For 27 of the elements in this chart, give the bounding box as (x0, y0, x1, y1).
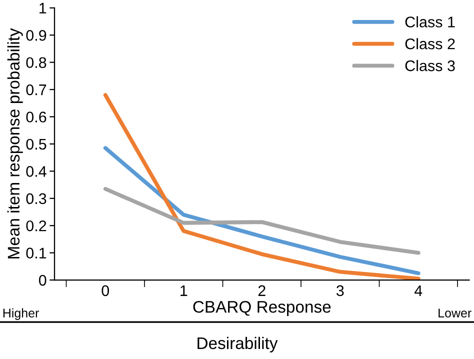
y-axis-title: Mean item response probability (7, 28, 23, 258)
y-tick-label: 0.5 (26, 138, 46, 150)
y-tick-label: 0.6 (26, 112, 46, 122)
y-tick-label: 0.4 (26, 166, 46, 177)
x-axis-title: CBARQ Response (193, 300, 331, 316)
y-tick-label: 0.8 (26, 57, 46, 68)
text: Lower (438, 308, 472, 318)
line-series (103, 93, 420, 280)
legend-label: Class 2 (405, 38, 455, 50)
x-tick-label: 0 (102, 285, 110, 296)
legend-label: Class 1 (405, 16, 455, 28)
line-series (103, 186, 420, 255)
y-tick-label: 0.7 (26, 84, 46, 96)
y-tick-label: 0.1 (26, 248, 46, 258)
legend-label: Class 3 (405, 60, 455, 72)
x-tick-label: 3 (336, 285, 344, 296)
y-tick-label: 1 (40, 2, 46, 14)
y-tick-label: 0.9 (26, 30, 46, 41)
text: Higher (3, 308, 39, 320)
x-tick-label: 4 (414, 285, 422, 296)
x-tick-label: 1 (180, 285, 188, 296)
line-series (103, 146, 420, 276)
x-tick-label: 2 (258, 285, 266, 296)
y-tick-label: 0.2 (26, 220, 46, 232)
y-tick-label: 0 (38, 274, 46, 286)
text: Desirability (198, 336, 278, 352)
y-tick-label: 0.3 (26, 193, 46, 204)
